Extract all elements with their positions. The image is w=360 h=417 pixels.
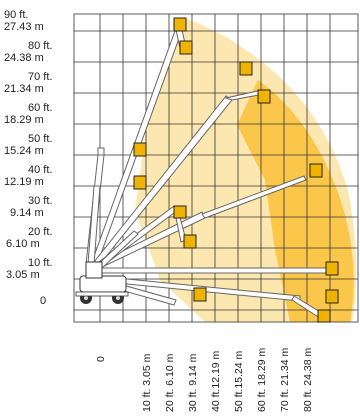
y-tick-m: 9.14 m (10, 207, 44, 219)
y-tick-m: 6.10 m (6, 238, 40, 250)
boom-mast-jib (97, 147, 105, 156)
y-tick-ft: 10 ft. (28, 257, 52, 269)
boom-horizontal (95, 267, 331, 274)
machine-chassis (75, 261, 129, 304)
platform-basket (173, 205, 187, 219)
y-tick-m: 24.38 m (4, 52, 44, 64)
x-axis-labels: 0 10 ft. 3.05 m 20 ft. 6.10 m 30 ft. 9.1… (95, 348, 314, 412)
platform-basket (179, 40, 193, 55)
platform-basket (239, 61, 253, 76)
x-tick: 10 ft. 3.05 m (141, 353, 153, 412)
y-tick-ft: 50 ft. (28, 133, 52, 145)
x-tick: 80 ft. 24.38 m (302, 348, 314, 412)
platform-basket (173, 17, 187, 32)
y-tick-ft: 80 ft. (28, 40, 52, 52)
platform-basket (325, 289, 339, 304)
platform-basket (133, 175, 147, 190)
y-tick-ft: 40 ft. (28, 164, 52, 176)
y-tick-ft: 20 ft. (28, 226, 52, 238)
y-axis-labels: 90 ft. 27.43 m 80 ft. 24.38 m 70 ft. 21.… (4, 9, 52, 307)
platform-basket (193, 287, 207, 302)
x-tick: 20 ft. 6.10 m (164, 353, 176, 412)
y-tick-ft: 60 ft. (28, 102, 52, 114)
x-tick: 30 ft. 9.14 m (187, 353, 199, 412)
inner-reach-envelope (237, 80, 354, 322)
platform-basket (257, 89, 271, 104)
y-tick-m: 21.34 m (4, 83, 44, 95)
y-tick-ft: 70 ft. (28, 71, 52, 83)
platform-basket (317, 309, 331, 323)
x-tick: 70 ft. 21.34 m (279, 348, 291, 412)
y-tick-m: 18.29 m (4, 114, 44, 126)
boom-mid-arm (201, 175, 307, 219)
y-tick-ft: 90 ft. (4, 9, 28, 21)
x-tick: 50 ft.15.24 m (233, 350, 245, 412)
y-tick-zero: 0 (40, 295, 46, 307)
platform-basket (309, 163, 323, 178)
y-tick-m: 12.19 m (4, 176, 44, 188)
y-tick-m: 3.05 m (6, 269, 40, 281)
x-tick: 40 ft.12.19 m (210, 350, 222, 412)
platform-basket (325, 261, 339, 276)
y-tick-ft: 30 ft. (28, 195, 52, 207)
y-tick-m: 15.24 m (4, 145, 44, 157)
x-tick: 60 ft. 18.29 m (256, 348, 268, 412)
platform-baskets (133, 17, 339, 323)
platform-basket (133, 142, 147, 157)
x-tick: 0 (95, 356, 107, 362)
platform-basket (183, 234, 197, 249)
y-tick-m: 27.43 m (4, 21, 44, 33)
